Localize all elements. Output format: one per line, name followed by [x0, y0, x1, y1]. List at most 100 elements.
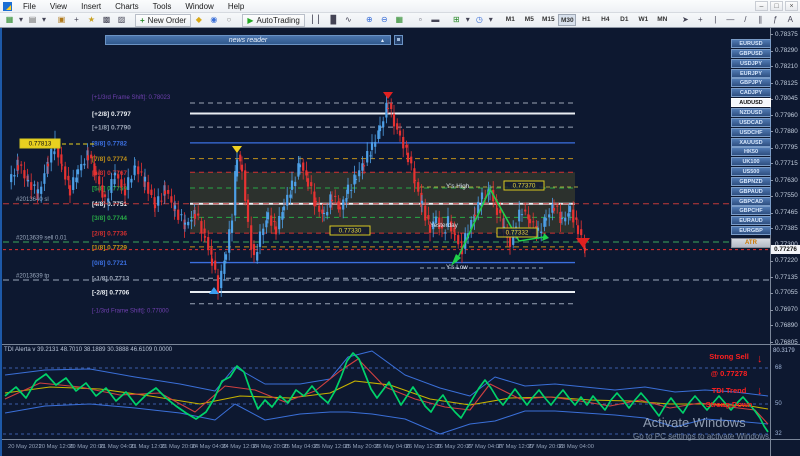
restore-button[interactable]: □	[770, 1, 783, 11]
symbol-button-gbpaud[interactable]: GBPAUD	[731, 187, 771, 196]
symbol-button-hk50[interactable]: HK50	[731, 147, 771, 156]
candle-body	[496, 208, 498, 215]
periods-dropdown-icon[interactable]: ▾	[488, 14, 494, 27]
profiles-icon[interactable]: ▤	[26, 14, 39, 27]
horizontal-line-icon[interactable]: —	[724, 14, 737, 27]
new-chart-dropdown-icon[interactable]: ▾	[18, 14, 24, 27]
price-axis-label: 0.77135	[775, 274, 798, 281]
news-reader-bar[interactable]: news reader ▴	[105, 35, 391, 45]
atr-button[interactable]: ATR	[731, 238, 771, 248]
symbol-button-gbpnzd[interactable]: GBPNZD	[731, 177, 771, 186]
auto-arrange-icon[interactable]: ▫	[414, 14, 427, 27]
market-watch-icon[interactable]: ▣	[55, 14, 68, 27]
symbol-button-gbpchf[interactable]: GBPCHF	[731, 206, 771, 215]
symbol-button-cadjpy[interactable]: CADJPY	[731, 88, 771, 97]
fibonacci-icon[interactable]: ƒ	[769, 14, 782, 27]
symbol-button-usdjpy[interactable]: USDJPY	[731, 59, 771, 68]
chart-tdi-divider[interactable]	[0, 344, 800, 345]
app-icon[interactable]	[3, 2, 12, 11]
timeframe-w1[interactable]: W1	[634, 14, 652, 26]
candle-chart-icon[interactable]: █	[327, 14, 340, 27]
candle-body	[53, 151, 55, 154]
signal-strong-sell: Strong Sell	[693, 352, 765, 361]
symbol-button-xauusd[interactable]: XAUUSD	[731, 138, 771, 147]
timeframe-m30[interactable]: M30	[558, 14, 576, 26]
metaeditor-icon[interactable]: ◆	[192, 14, 205, 27]
candle-body	[387, 108, 389, 109]
grid-icon[interactable]: ▬	[429, 14, 442, 27]
candle-body	[457, 235, 459, 244]
candle-body	[424, 206, 426, 221]
symbol-button-eurusd[interactable]: EURUSD	[731, 39, 771, 48]
symbol-button-usdcad[interactable]: USDCAD	[731, 118, 771, 127]
candle-body	[204, 236, 206, 238]
navigator-icon[interactable]: ★	[85, 14, 98, 27]
zoom-in-icon[interactable]: ⊕	[363, 14, 376, 27]
data-window-icon[interactable]: +	[70, 14, 83, 27]
terminal-icon[interactable]: ▩	[100, 14, 113, 27]
symbol-button-eurgbp[interactable]: EURGBP	[731, 226, 771, 235]
new-order-button[interactable]: +New Order	[135, 14, 191, 27]
close-button[interactable]: ×	[785, 1, 798, 11]
news-collapse-icon[interactable]: ▴	[381, 37, 384, 44]
trendline-icon[interactable]: /	[739, 14, 752, 27]
symbol-button-usdchf[interactable]: USDCHF	[731, 128, 771, 137]
symbol-button-nzdusd[interactable]: NZDUSD	[731, 108, 771, 117]
zoom-out-icon[interactable]: ⊖	[378, 14, 391, 27]
text-icon[interactable]: A	[784, 14, 797, 27]
menu-item-insert[interactable]: Insert	[74, 2, 108, 11]
menu-item-file[interactable]: File	[16, 2, 43, 11]
pattern-line	[519, 237, 544, 241]
autotrading-button[interactable]: ▶AutoTrading	[242, 14, 304, 27]
symbol-button-us500[interactable]: US500	[731, 167, 771, 176]
symbol-button-gbpcad[interactable]: GBPCAD	[731, 197, 771, 206]
symbol-button-eurjpy[interactable]: EURJPY	[731, 69, 771, 78]
axis-tick	[770, 310, 773, 311]
symbol-button-gbpusd[interactable]: GBPUSD	[731, 49, 771, 58]
symbol-button-gbpjpy[interactable]: GBPJPY	[731, 78, 771, 87]
menu-item-window[interactable]: Window	[178, 2, 220, 11]
channel-icon[interactable]: ∥	[754, 14, 767, 27]
new-chart-icon[interactable]: ▦	[3, 14, 16, 27]
time-axis: 20 May 202120 May 12:0020 May 20:0021 Ma…	[0, 440, 800, 456]
price-axis-label: 0.77960	[775, 112, 798, 119]
timeframe-h4[interactable]: H4	[596, 14, 614, 26]
candle-body	[13, 175, 15, 176]
menu-item-charts[interactable]: Charts	[108, 2, 146, 11]
community-icon[interactable]: ◉	[207, 14, 220, 27]
chart-annotation-text: Yesterday	[430, 222, 459, 229]
strategy-tester-icon[interactable]: ▨	[115, 14, 128, 27]
timeframe-m15[interactable]: M15	[539, 14, 557, 26]
menu-item-help[interactable]: Help	[221, 2, 251, 11]
timeframe-m5[interactable]: M5	[520, 14, 538, 26]
price-chart[interactable]: [+2/8] 0.7797[+1/8] 0.7790[8/8] 0.7782[7…	[0, 28, 770, 345]
symbol-button-uk100[interactable]: UK100	[731, 157, 771, 166]
candle-body	[225, 254, 227, 260]
periods-icon[interactable]: ◷	[473, 14, 486, 27]
cursor-icon[interactable]: ➤	[679, 14, 692, 27]
down-arrow-marker-icon	[383, 92, 393, 99]
timeframe-h1[interactable]: H1	[577, 14, 595, 26]
murrey-label: [-2/8] 0.7706	[92, 289, 130, 296]
vertical-line-icon[interactable]: |	[709, 14, 722, 27]
profiles-dropdown-icon[interactable]: ▾	[41, 14, 47, 27]
menu-item-view[interactable]: View	[43, 2, 74, 11]
tile-windows-icon[interactable]: ▦	[393, 14, 406, 27]
line-chart-icon[interactable]: ∿	[342, 14, 355, 27]
symbol-button-audusd[interactable]: AUDUSD	[731, 98, 771, 107]
timeframe-mn[interactable]: MN	[653, 14, 671, 26]
timeframe-m1[interactable]: M1	[501, 14, 519, 26]
indicators-icon[interactable]: ⊞	[450, 14, 463, 27]
murrey-label: [1/8] 0.7729	[92, 244, 127, 251]
crosshair-icon[interactable]: +	[694, 14, 707, 27]
news-close-icon[interactable]	[394, 35, 403, 45]
chat-icon[interactable]: ○	[222, 14, 235, 27]
bar-chart-icon[interactable]: ▏▏	[312, 14, 325, 27]
timeframe-d1[interactable]: D1	[615, 14, 633, 26]
candle-body	[114, 173, 116, 176]
symbol-button-euraud[interactable]: EURAUD	[731, 216, 771, 225]
menu-item-tools[interactable]: Tools	[146, 2, 179, 11]
minimize-button[interactable]: –	[755, 1, 768, 11]
price-axis-label: 0.78375	[775, 31, 798, 38]
indicators-dropdown-icon[interactable]: ▾	[465, 14, 471, 27]
